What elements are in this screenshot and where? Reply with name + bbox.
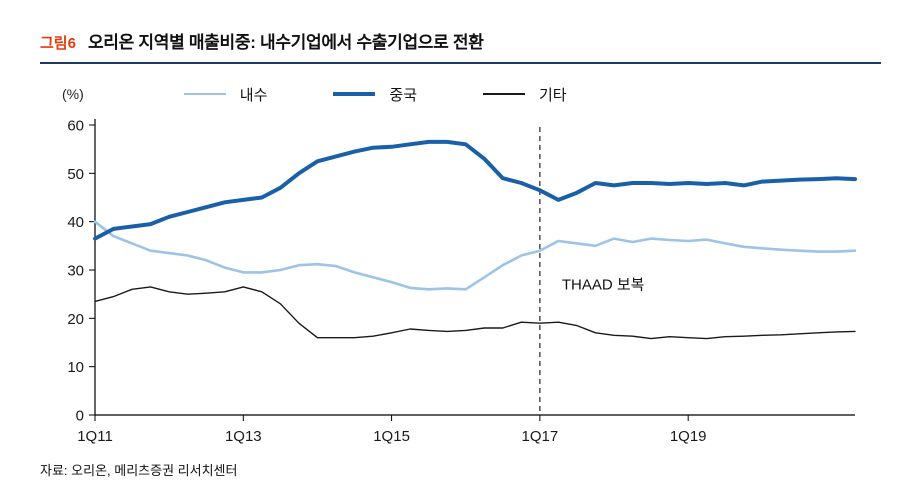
svg-text:1Q19: 1Q19: [670, 428, 707, 445]
svg-text:40: 40: [67, 214, 84, 231]
svg-text:THAAD 보복: THAAD 보복: [562, 277, 645, 294]
legend-label-other: 기타: [539, 86, 567, 104]
figure-number-label: 그림6: [40, 35, 76, 52]
figure-title: 오리온 지역별 매출비중: 내수기업에서 수출기업으로 전환: [87, 33, 484, 52]
legend-label-domestic: 내수: [239, 86, 268, 104]
svg-text:1Q15: 1Q15: [373, 428, 410, 445]
legend-label-china: 중국: [389, 86, 417, 104]
svg-text:50: 50: [67, 166, 84, 183]
revenue-share-line-chart: 0 10 20 30 40 50 60 1Q11 1Q13 1Q15 1Q17 1Q19 THAAD 보…: [67, 118, 857, 445]
svg-text:0: 0: [76, 408, 84, 425]
legend-line-swatch-domestic: [183, 92, 226, 96]
svg-text:30: 30: [67, 263, 84, 280]
legend-item-domestic: 내수: [183, 84, 268, 105]
legend: 내수 중국 기타: [183, 84, 567, 105]
chart-head-row: (%) 내수 중국 기타: [62, 84, 921, 104]
svg-text:10: 10: [67, 359, 84, 376]
legend-item-china: 중국: [333, 84, 417, 105]
source-note: 자료: 오리온, 메리츠증권 리서치센터: [40, 463, 238, 478]
svg-text:20: 20: [67, 311, 84, 328]
y-axis-unit-label: (%): [62, 86, 84, 102]
figure-header: 그림6 오리온 지역별 매출비중: 내수기업에서 수출기업으로 전환: [40, 0, 881, 64]
svg-text:1Q13: 1Q13: [225, 428, 262, 445]
legend-line-swatch-china: [333, 92, 376, 96]
svg-text:1Q11: 1Q11: [77, 428, 113, 445]
legend-item-other: 기타: [483, 84, 567, 105]
svg-text:60: 60: [67, 118, 84, 135]
legend-line-swatch-other: [483, 93, 525, 95]
svg-text:1Q17: 1Q17: [522, 428, 559, 445]
